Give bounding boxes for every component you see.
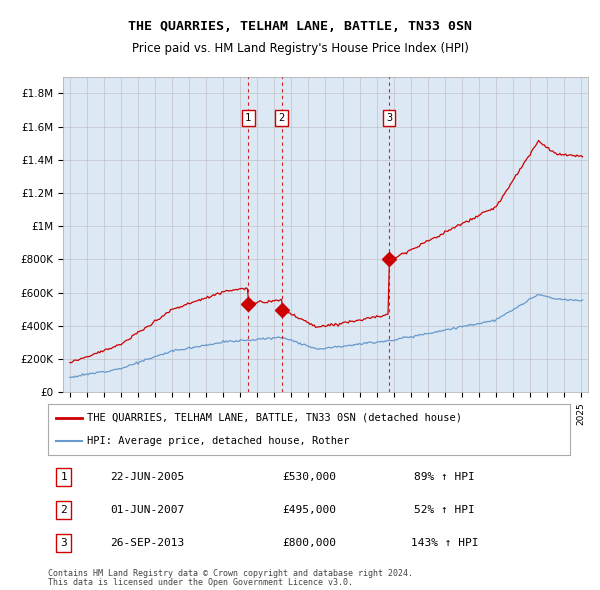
Text: Price paid vs. HM Land Registry's House Price Index (HPI): Price paid vs. HM Land Registry's House …: [131, 42, 469, 55]
Text: 143% ↑ HPI: 143% ↑ HPI: [411, 538, 478, 548]
Text: 1: 1: [60, 472, 67, 482]
Text: 2: 2: [60, 505, 67, 515]
Text: 3: 3: [386, 113, 392, 123]
Text: HPI: Average price, detached house, Rother: HPI: Average price, detached house, Roth…: [87, 437, 350, 447]
Text: £800,000: £800,000: [282, 538, 336, 548]
Text: 89% ↑ HPI: 89% ↑ HPI: [415, 472, 475, 482]
Text: 52% ↑ HPI: 52% ↑ HPI: [415, 505, 475, 515]
Text: £530,000: £530,000: [282, 472, 336, 482]
Text: 3: 3: [60, 538, 67, 548]
Text: 01-JUN-2007: 01-JUN-2007: [110, 505, 184, 515]
Text: THE QUARRIES, TELHAM LANE, BATTLE, TN33 0SN (detached house): THE QUARRIES, TELHAM LANE, BATTLE, TN33 …: [87, 412, 462, 422]
Text: 26-SEP-2013: 26-SEP-2013: [110, 538, 184, 548]
Text: 1: 1: [245, 113, 251, 123]
Text: £495,000: £495,000: [282, 505, 336, 515]
Text: This data is licensed under the Open Government Licence v3.0.: This data is licensed under the Open Gov…: [48, 578, 353, 587]
Text: 22-JUN-2005: 22-JUN-2005: [110, 472, 184, 482]
Text: 2: 2: [278, 113, 284, 123]
Text: Contains HM Land Registry data © Crown copyright and database right 2024.: Contains HM Land Registry data © Crown c…: [48, 569, 413, 578]
Text: THE QUARRIES, TELHAM LANE, BATTLE, TN33 0SN: THE QUARRIES, TELHAM LANE, BATTLE, TN33 …: [128, 20, 472, 33]
